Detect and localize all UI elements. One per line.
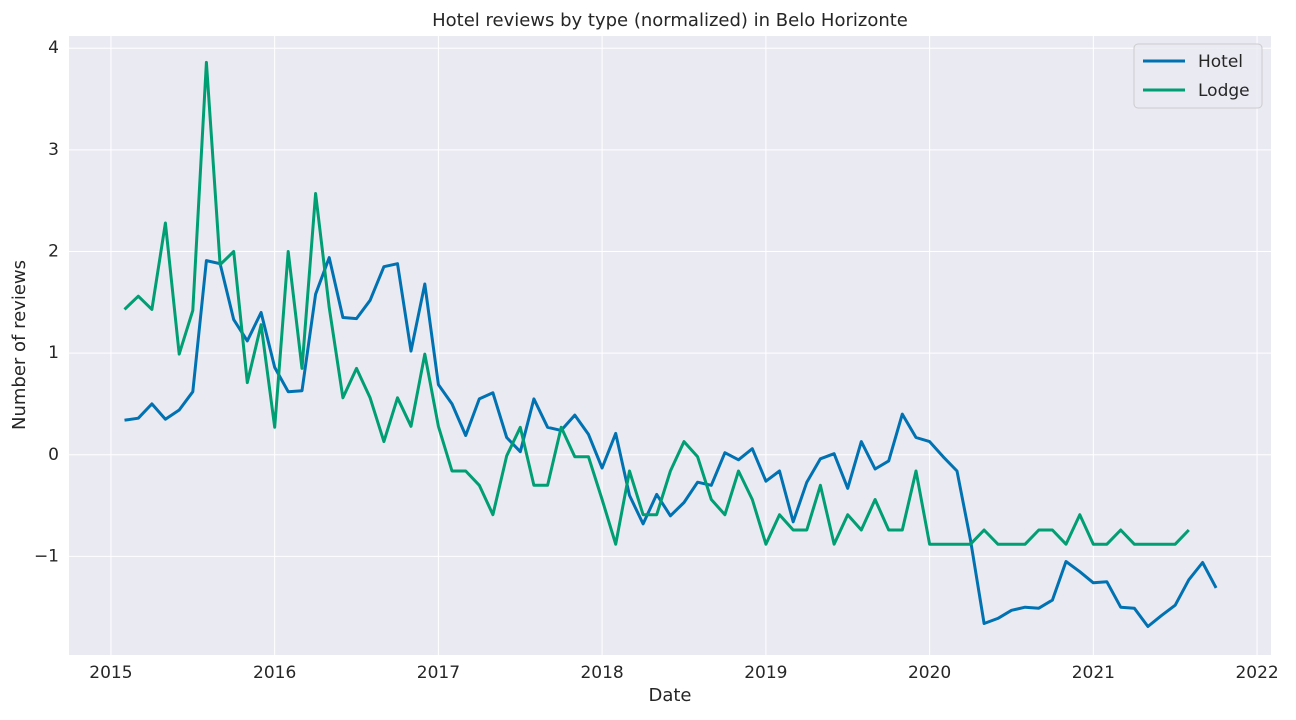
legend-label: Lodge	[1198, 81, 1250, 101]
y-tick-label: 4	[48, 38, 59, 58]
line-series	[123, 60, 1190, 546]
y-tick-label: −1	[34, 546, 59, 566]
x-tick-label: 2019	[744, 663, 787, 683]
legend-label: Hotel	[1198, 52, 1243, 72]
x-tick-label: 2021	[1072, 663, 1115, 683]
y-axis-label: Number of reviews	[9, 260, 30, 430]
x-tick-label: 2016	[253, 663, 296, 683]
x-tick-label: 2018	[580, 663, 623, 683]
chart-title: Hotel reviews by type (normalized) in Be…	[432, 10, 908, 31]
x-tick-label: 2022	[1235, 663, 1278, 683]
y-tick-label: 3	[48, 140, 59, 160]
y-tick-label: 0	[48, 445, 59, 465]
x-axis-label: Date	[648, 685, 691, 706]
x-tick-label: 2015	[89, 663, 132, 683]
y-tick-label: 1	[48, 343, 59, 363]
x-tick-label: 2017	[417, 663, 460, 683]
plot-area	[69, 36, 1271, 655]
x-tick-label: 2020	[908, 663, 951, 683]
line-series	[124, 256, 1218, 628]
y-tick-label: 2	[48, 241, 59, 261]
